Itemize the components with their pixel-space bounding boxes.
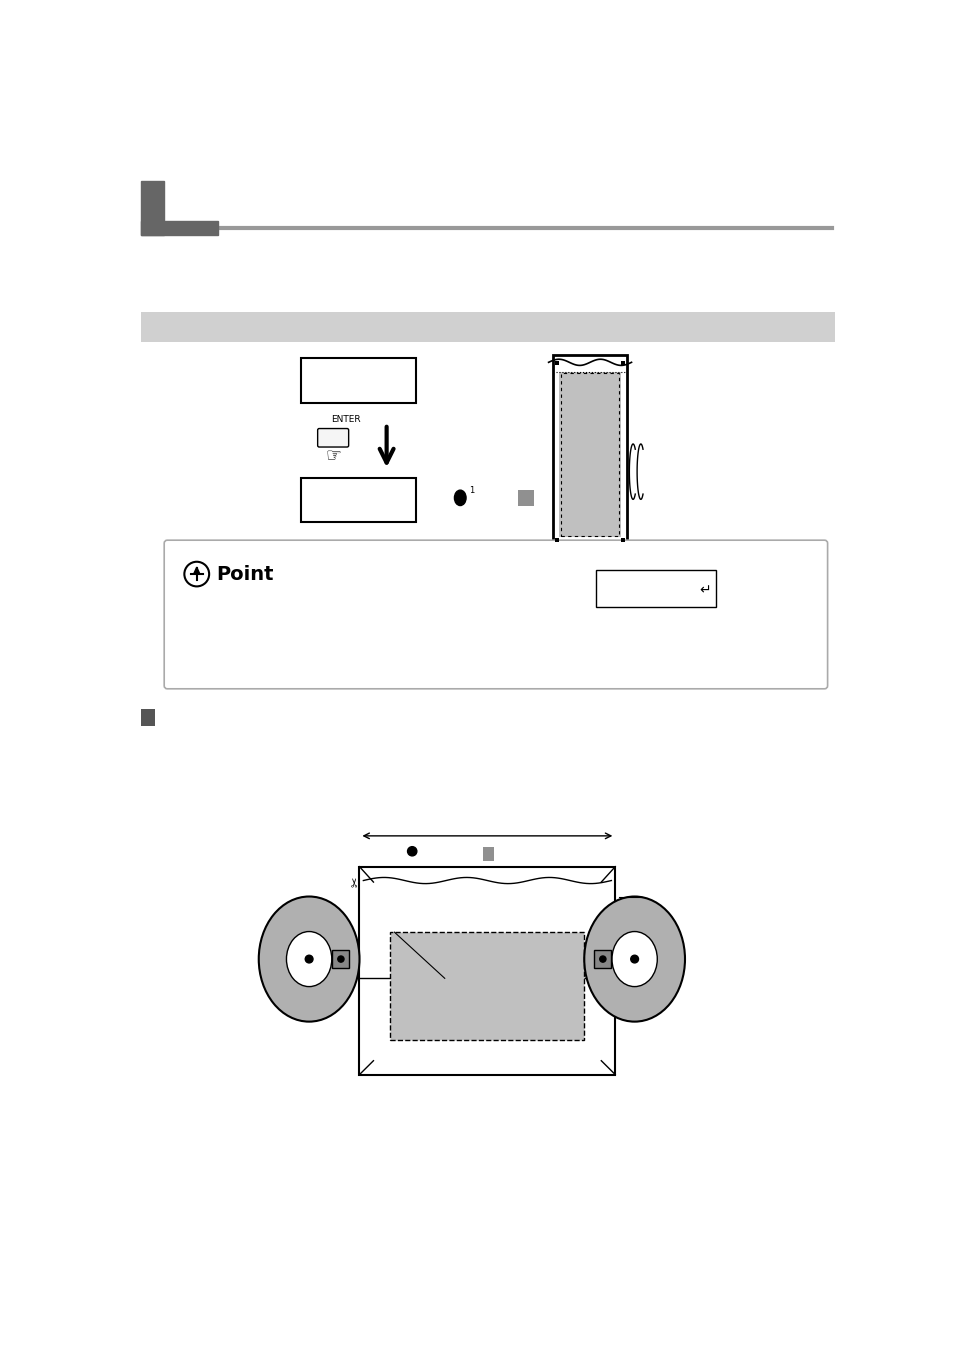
Bar [517,490,534,505]
Bar [301,358,416,403]
Ellipse shape [258,897,359,1021]
Ellipse shape [286,932,332,986]
Circle shape [630,955,638,963]
FancyBboxPatch shape [164,540,827,689]
FancyBboxPatch shape [317,428,348,447]
Bar [390,932,583,1040]
Bar [141,222,218,235]
Bar [555,361,558,365]
Text: Point: Point [216,565,274,584]
Ellipse shape [454,490,466,505]
Ellipse shape [583,897,684,1021]
Bar [332,950,349,969]
Circle shape [184,562,209,586]
Circle shape [305,955,313,963]
Circle shape [599,957,605,962]
Circle shape [407,847,416,857]
Circle shape [337,957,344,962]
Bar [596,570,716,607]
Bar [359,867,615,1074]
Bar [560,373,618,535]
Bar [553,354,626,543]
Text: 1: 1 [469,486,475,496]
Bar [558,372,620,538]
Text: ✂: ✂ [349,877,362,888]
Bar [594,950,611,969]
Bar [620,361,624,365]
Bar [141,181,164,235]
Bar [555,538,558,543]
Bar [141,709,154,725]
Bar [620,538,624,543]
Bar [483,847,494,862]
Bar [301,478,416,523]
Text: ↵: ↵ [699,584,711,597]
Text: ENTER: ENTER [331,415,361,424]
Text: ☞: ☞ [325,447,341,465]
Polygon shape [193,567,199,574]
Bar [141,312,834,342]
Ellipse shape [611,932,657,986]
